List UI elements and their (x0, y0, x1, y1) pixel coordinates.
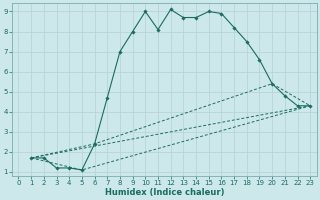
X-axis label: Humidex (Indice chaleur): Humidex (Indice chaleur) (105, 188, 224, 197)
